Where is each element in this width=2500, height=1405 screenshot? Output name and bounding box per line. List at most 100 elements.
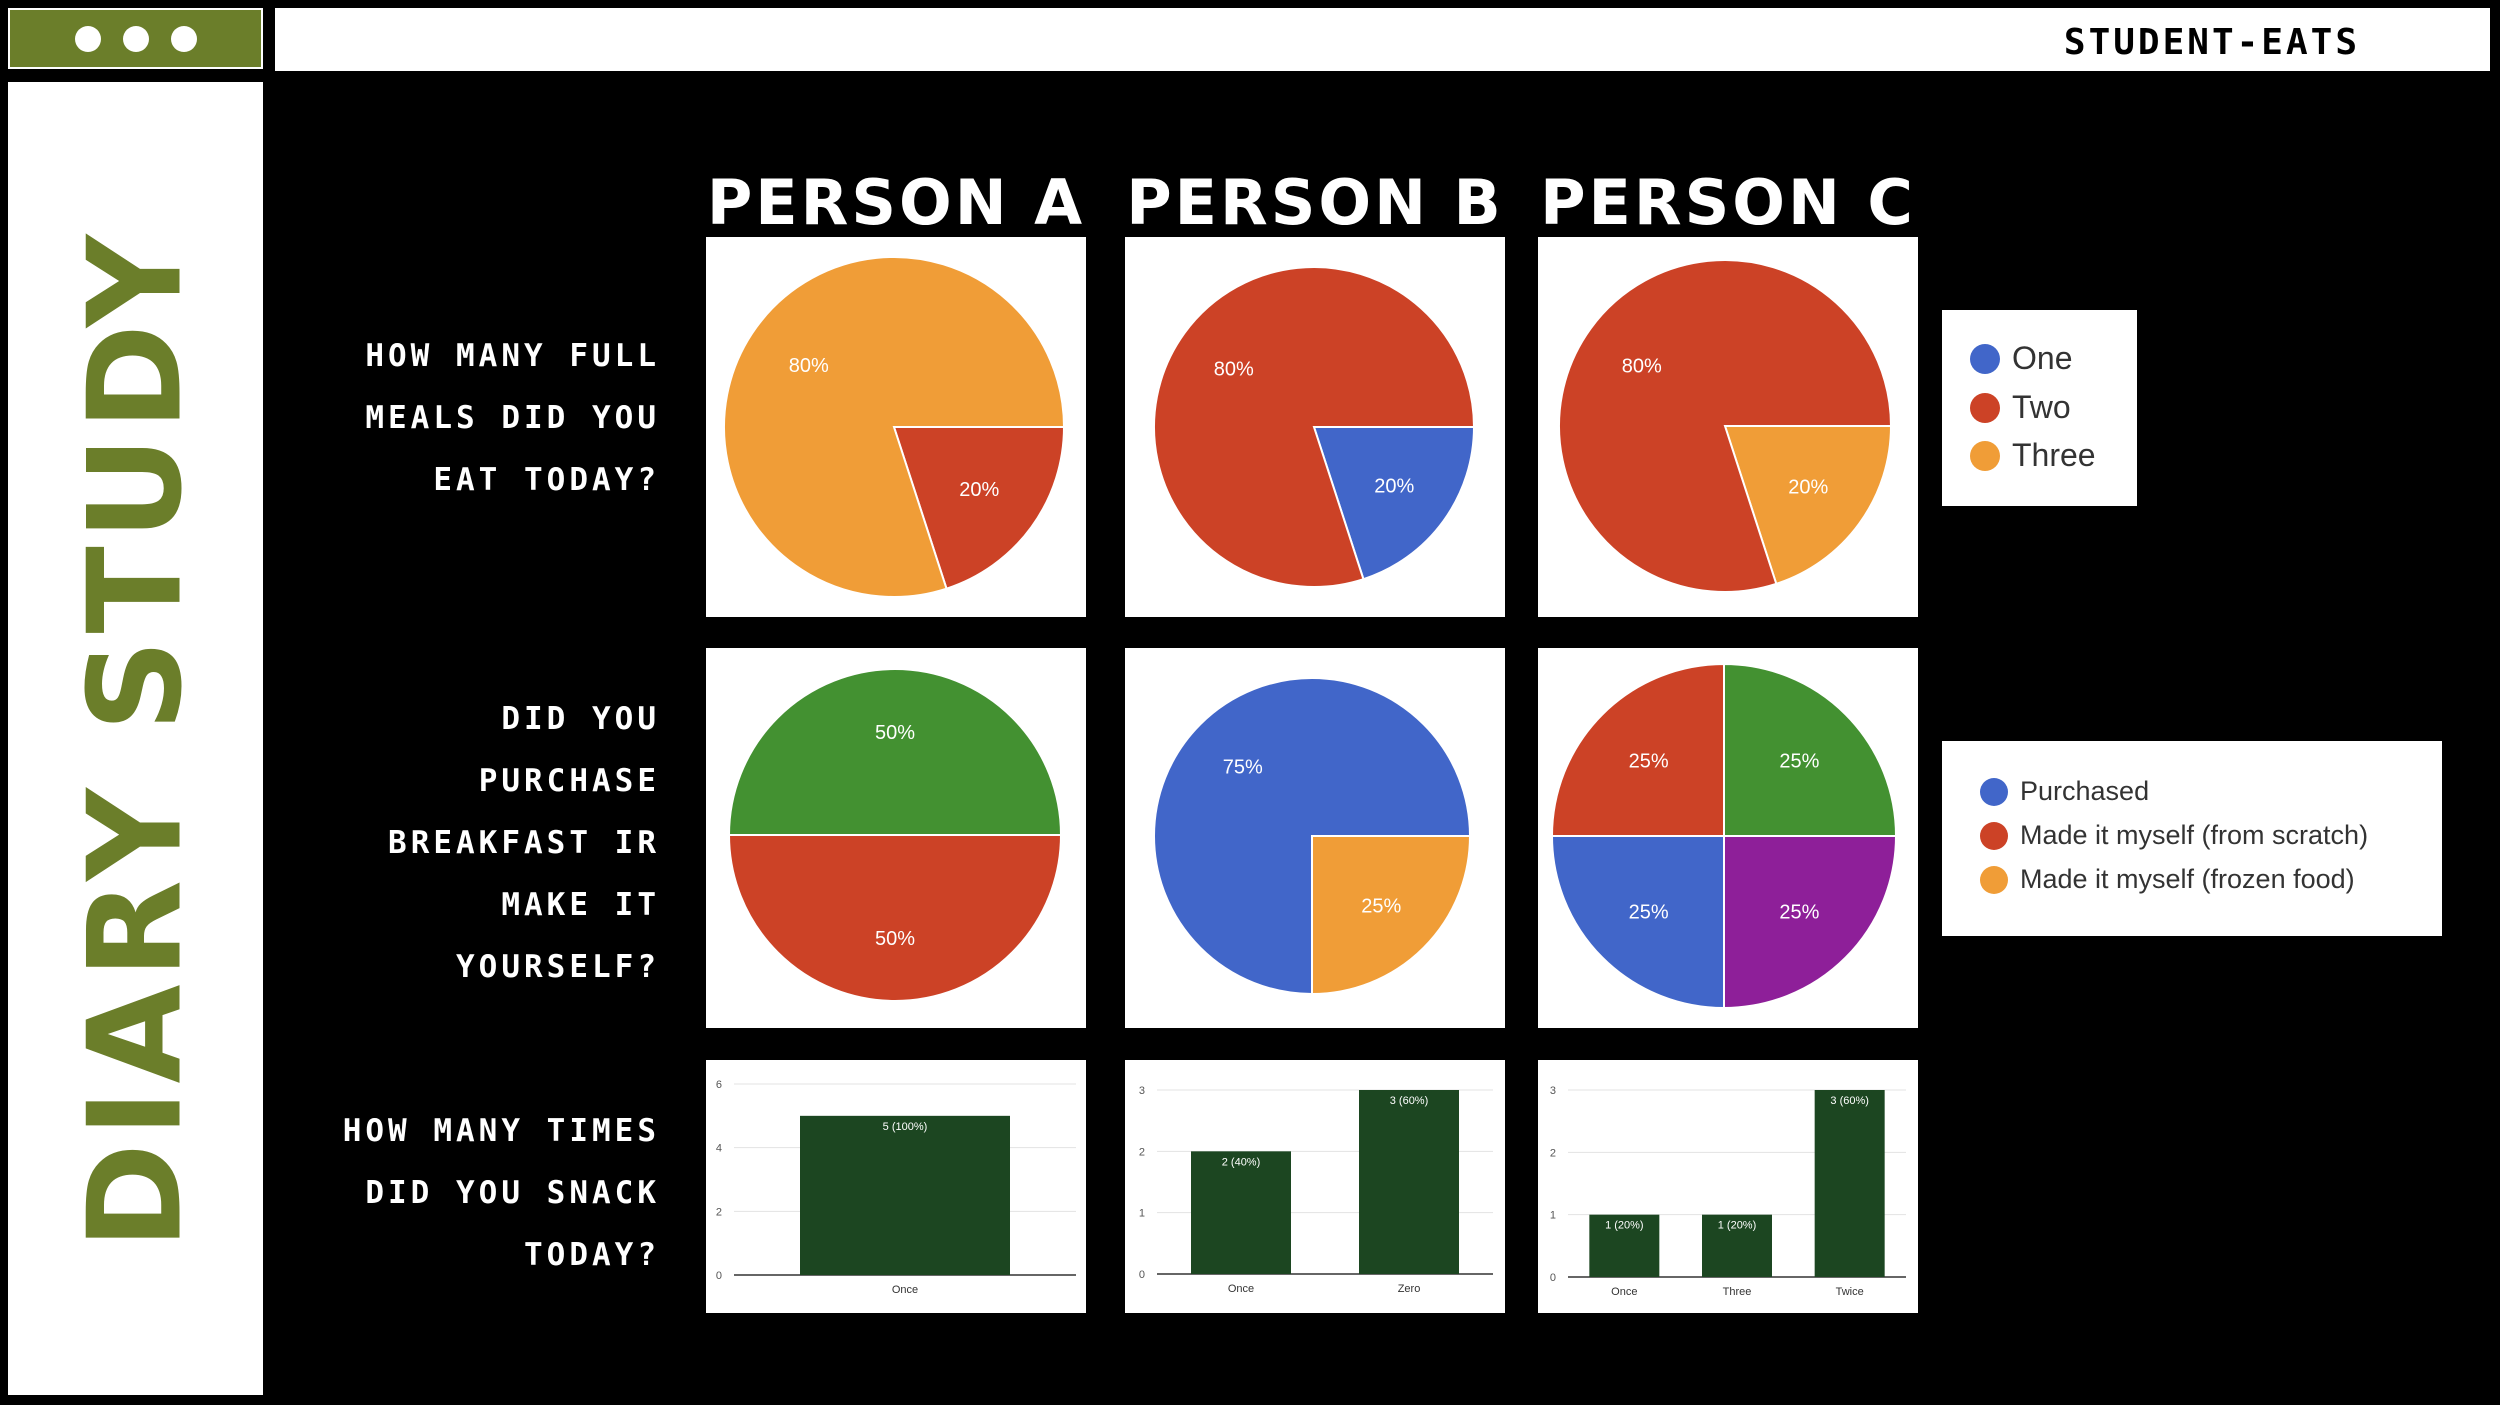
bar-label: 3 (60%): [1830, 1095, 1869, 1107]
chart-panel-meals-a: 20% 80%: [706, 237, 1086, 617]
pie-slice: [1550, 835, 1725, 1010]
chart-panel-snack-a: 0 2 4 6 5 (100%) Once: [706, 1060, 1086, 1313]
slice-label: 20%: [1374, 475, 1414, 497]
legend-label: Three: [2012, 437, 2096, 473]
pie-chart: 25% 75%: [1153, 677, 1472, 996]
pie-slice: [727, 834, 1063, 1002]
legend-label: Two: [2012, 389, 2071, 425]
legend-dot-icon: [1980, 821, 2008, 850]
slice-label: 80%: [1214, 359, 1254, 381]
pie-slice: [1311, 835, 1472, 996]
pie-slice: [723, 256, 1066, 598]
pie-slice: [1723, 662, 1898, 837]
legend-dot-icon: [1980, 777, 2008, 806]
slice-label: 25%: [1779, 751, 1819, 773]
sidebar: DIARY STUDY: [8, 82, 263, 1395]
column-header-person-b: PERSON B: [1126, 166, 1504, 239]
y-tick-label: 4: [716, 1143, 722, 1155]
y-tick-label: 0: [716, 1270, 722, 1282]
window-dot-icon: [170, 25, 197, 52]
x-tick-label: Twice: [1836, 1286, 1864, 1298]
y-tick-label: 1: [1550, 1210, 1556, 1222]
slice-label: 50%: [875, 928, 915, 950]
x-tick-label: Three: [1723, 1286, 1752, 1298]
slice-label: 50%: [875, 722, 915, 744]
chart-panel-meals-b: 20% 80%: [1125, 237, 1505, 617]
slice-label: 75%: [1223, 757, 1263, 779]
bar: [1814, 1090, 1885, 1277]
pie-slice: [1312, 426, 1476, 581]
chart-panel-snack-c: 0 1 2 3 1 (20%) Once 1 (20%) Three 3 (60%) Twice: [1538, 1060, 1918, 1313]
y-tick-label: 3: [1139, 1085, 1145, 1097]
legend-item: Purchased: [1980, 776, 2149, 807]
chart-panel-breakfast-b: 25% 75%: [1125, 648, 1505, 1028]
chart-panel-meals-c: 20% 80%: [1538, 237, 1918, 617]
pie-slice: [727, 668, 1063, 836]
y-tick-label: 1: [1139, 1208, 1145, 1220]
bar-chart: 0 1 2 3 2 (40%) Once 3 (60%) Zero: [1139, 1085, 1493, 1295]
legend-item: Two: [1970, 389, 2071, 426]
y-tick-label: 2: [1550, 1147, 1556, 1159]
pie-chart: 25% 25% 25% 25%: [1550, 662, 1898, 1010]
y-tick-label: 0: [1550, 1272, 1556, 1284]
bar-chart: 0 1 2 3 1 (20%) Once 1 (20%) Three 3 (60%) Twice: [1550, 1085, 1906, 1298]
legend-item: Made it myself (from scratch): [1980, 820, 2368, 851]
slice-label: 25%: [1629, 901, 1669, 923]
slice-label: 25%: [1779, 901, 1819, 923]
legend-dot-icon: [1970, 343, 2000, 374]
legend-label: Made it myself (frozen food): [2020, 864, 2355, 894]
pie-chart: 20% 80%: [723, 256, 1066, 598]
legend-dot-icon: [1980, 865, 2008, 894]
slice-label: 20%: [1788, 476, 1828, 498]
y-tick-label: 0: [1139, 1269, 1145, 1281]
window-dot-icon: [74, 25, 101, 52]
question-breakfast: DID YOU PURCHASE BREAKFAST IR MAKE IT YO…: [388, 701, 660, 985]
y-tick-label: 2: [1139, 1146, 1145, 1158]
pie-slice: [1153, 266, 1476, 588]
bar: [1702, 1214, 1772, 1277]
top-bar: STUDENT-EATS: [275, 8, 2490, 71]
chart-panel-snack-b: 0 1 2 3 2 (40%) Once 3 (60%) Zero: [1125, 1060, 1505, 1313]
legend-label: One: [2012, 340, 2073, 376]
slice-label: 80%: [789, 355, 829, 377]
bar-label: 1 (20%): [1605, 1220, 1644, 1232]
legend-dot-icon: [1970, 392, 2000, 423]
pie-slice: [1558, 259, 1893, 593]
slice-label: 20%: [959, 479, 999, 501]
bar-chart: 0 2 4 6 5 (100%) Once: [716, 1079, 1076, 1296]
slice-label: 25%: [1629, 751, 1669, 773]
bar-label: 3 (60%): [1390, 1095, 1429, 1107]
pie-slice: [1550, 662, 1725, 837]
bar: [1359, 1090, 1459, 1274]
brand-title: STUDENT-EATS: [2063, 22, 2360, 63]
bar-label: 5 (100%): [883, 1121, 928, 1133]
bar: [1191, 1151, 1291, 1274]
legend-item: One: [1970, 340, 2072, 377]
window-controls: [8, 8, 263, 69]
legend-label: Made it myself (from scratch): [2020, 820, 2369, 850]
legend-breakfast: Purchased Made it myself (from scratch) …: [1942, 741, 2442, 936]
slice-label: 80%: [1622, 356, 1662, 378]
legend-dot-icon: [1970, 440, 2000, 471]
column-header-person-a: PERSON A: [706, 166, 1086, 239]
legend-item: Made it myself (frozen food): [1980, 864, 2355, 895]
x-tick-label: Once: [1228, 1283, 1254, 1295]
x-tick-label: Once: [1611, 1286, 1637, 1298]
bar: [800, 1115, 1010, 1275]
pie-slice: [1153, 677, 1472, 996]
bar: [1589, 1214, 1660, 1277]
y-tick-label: 2: [716, 1206, 722, 1218]
pie-slice: [1723, 835, 1898, 1010]
x-tick-label: Once: [892, 1284, 918, 1296]
sidebar-title: DIARY STUDY: [61, 228, 210, 1249]
y-tick-label: 6: [716, 1079, 722, 1091]
chart-panel-breakfast-c: 25% 25% 25% 25%: [1538, 648, 1918, 1028]
pie-slice: [1723, 425, 1893, 586]
window-dot-icon: [122, 25, 149, 52]
x-tick-label: Zero: [1398, 1283, 1421, 1295]
bar-label: 2 (40%): [1222, 1156, 1261, 1168]
column-header-person-c: PERSON C: [1540, 166, 1916, 239]
pie-chart: 20% 80%: [1153, 266, 1476, 588]
y-tick-label: 3: [1550, 1085, 1556, 1097]
chart-panel-breakfast-a: 50% 50%: [706, 648, 1086, 1028]
